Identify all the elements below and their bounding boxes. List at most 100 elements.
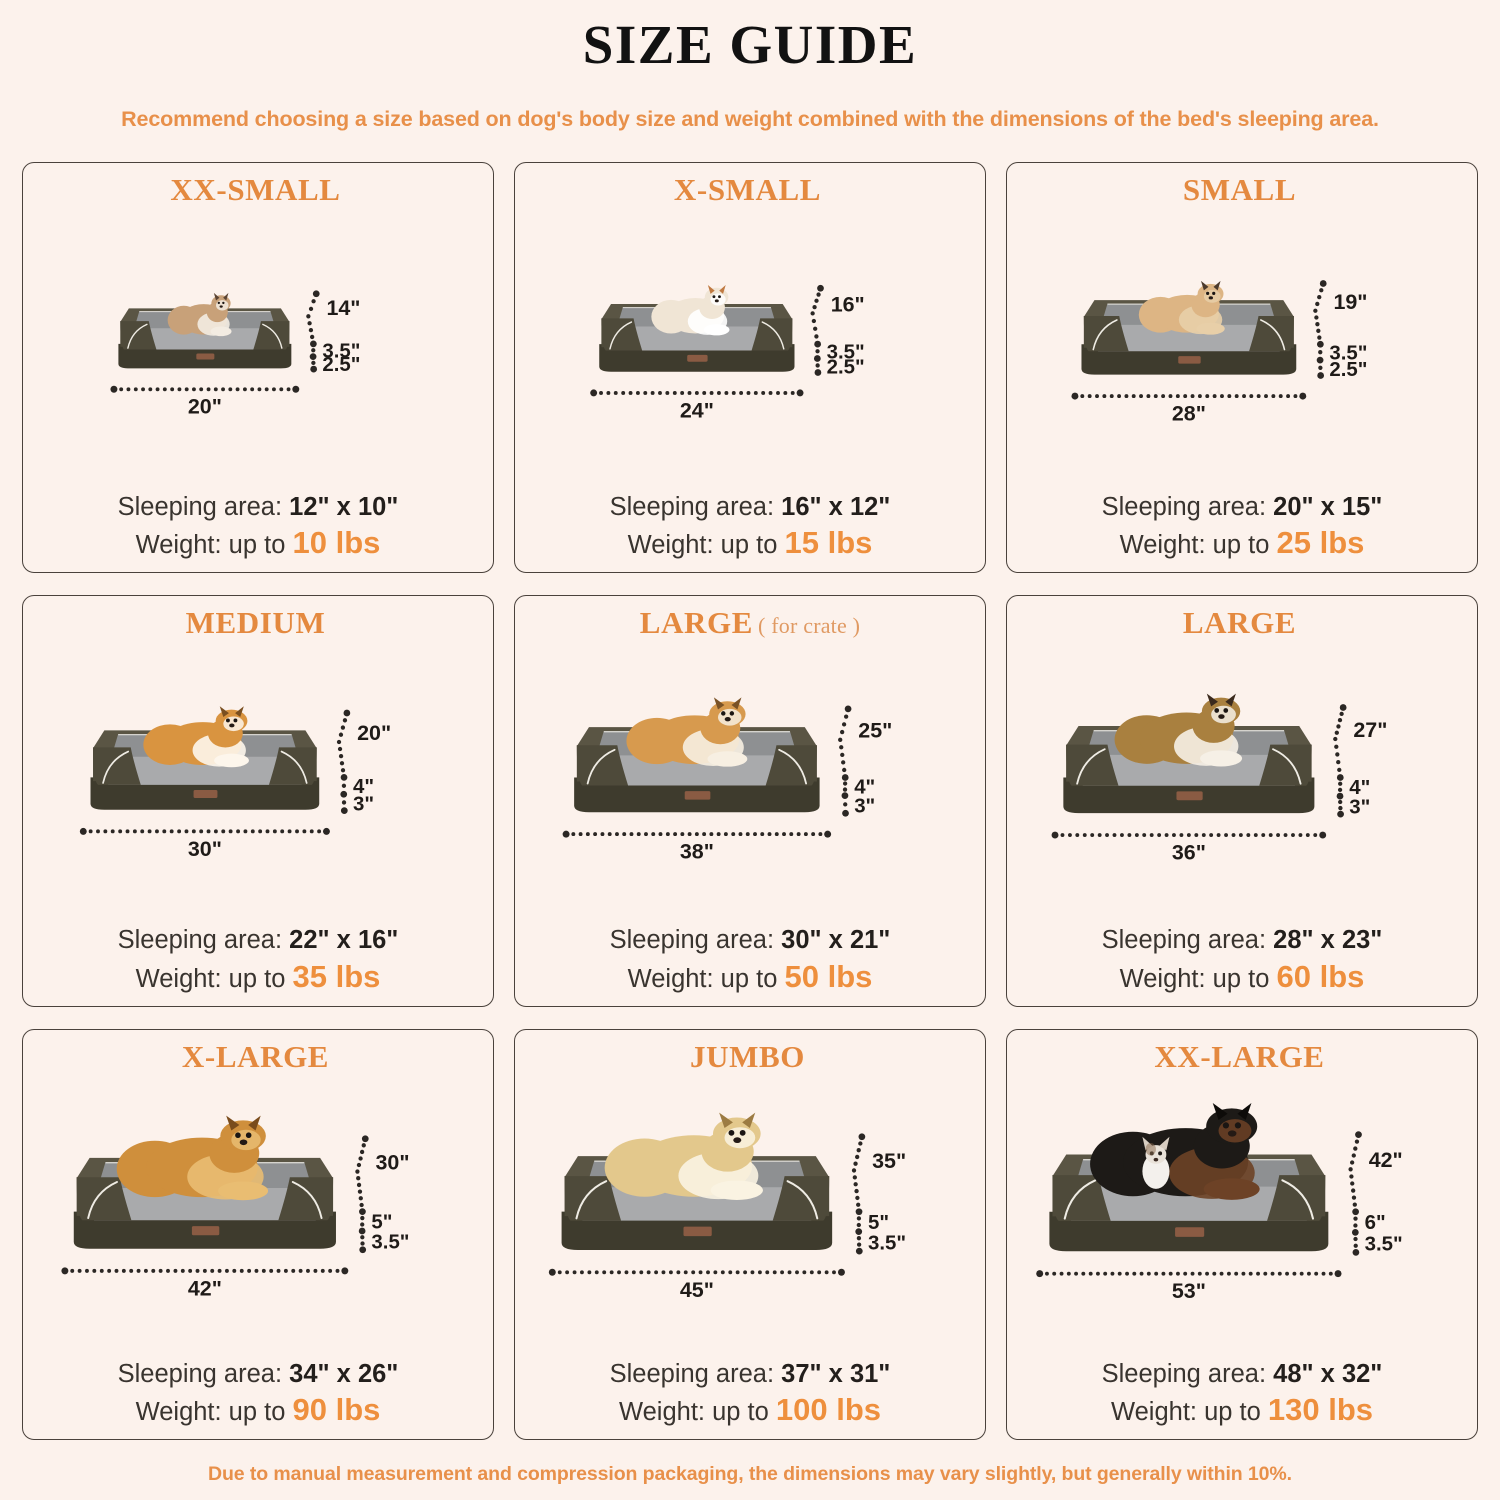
bed-diagram: 14" 3.5" 2.5" 20" (110, 290, 360, 419)
weight-label: Weight: up to (1119, 531, 1277, 560)
height-label-bolster: 4" (854, 777, 875, 799)
weight-line: Weight: up to 90 lbs (23, 1390, 493, 1429)
height-label-total: 20" (357, 721, 391, 745)
size-card-title-text: X-LARGE (181, 1038, 330, 1074)
pet-illustration (116, 1115, 269, 1200)
weight-line: Weight: up to 15 lbs (515, 523, 985, 562)
brand-tag-icon (684, 791, 711, 800)
sleeping-area-value: 37" x 31" (781, 1359, 891, 1388)
height-label-base: 3" (353, 794, 374, 816)
weight-line: Weight: up to 50 lbs (515, 957, 985, 996)
weight-value: 130 lbs (1267, 1391, 1373, 1427)
weight-line: Weight: up to 130 lbs (1007, 1390, 1477, 1429)
size-card-title: X-SMALL (674, 172, 826, 208)
brand-tag-icon (683, 1226, 712, 1236)
width-label: 45" (680, 1277, 714, 1301)
weight-value: 90 lbs (292, 1391, 381, 1427)
page-subtitle: Recommend choosing a size based on dog's… (121, 106, 1379, 131)
brand-tag-icon (191, 1225, 220, 1235)
weight-label: Weight: up to (135, 1397, 293, 1426)
sleeping-area-label: Sleeping area: (117, 926, 290, 955)
bed-diagram: 27" 4" 3" 36" (1051, 693, 1387, 865)
size-card[interactable]: JUMBO (514, 1028, 986, 1440)
height-label-bolster: 6" (1365, 1212, 1386, 1234)
size-card[interactable]: X-SMALL (514, 161, 986, 574)
bed-diagram: 42" 6" 3.5" 53" (1036, 1102, 1403, 1303)
size-card-title: SMALL (1183, 172, 1301, 208)
sleeping-area-label: Sleeping area: (1101, 926, 1274, 955)
width-label: 36" (1172, 841, 1206, 865)
weight-line: Weight: up to 35 lbs (23, 957, 493, 996)
size-card-illustration: 14" 3.5" 2.5" 20" (23, 208, 493, 491)
height-label-total: 35" (872, 1149, 906, 1173)
size-card-title: XX-SMALL (170, 172, 345, 208)
size-card-illustration: 20" 4" 3" 30" (23, 641, 493, 924)
size-card-specs: Sleeping area: 20" x 15" Weight: up to 2… (1007, 491, 1477, 572)
size-card-specs: Sleeping area: 30" x 21" Weight: up to 5… (515, 924, 985, 1005)
weight-line: Weight: up to 60 lbs (1007, 957, 1477, 996)
size-card-title: MEDIUM (186, 605, 331, 641)
brand-tag-icon (1175, 1226, 1205, 1237)
width-label: 42" (188, 1276, 222, 1300)
height-label-total: 27" (1353, 718, 1387, 742)
height-label-total: 42" (1369, 1148, 1403, 1172)
height-label-base: 2.5" (322, 354, 360, 376)
size-card-title-note (805, 1047, 810, 1072)
height-label-base: 3" (854, 796, 875, 818)
weight-value: 15 lbs (784, 525, 873, 561)
size-card[interactable]: XX-LARGE (1006, 1028, 1478, 1440)
height-label-base: 3.5" (371, 1231, 409, 1253)
bed-diagram: 20" 4" 3" 30" (79, 706, 391, 861)
height-label-base: 3.5" (868, 1232, 906, 1254)
height-label-base: 3.5" (1365, 1233, 1403, 1255)
pet-illustration (604, 1112, 763, 1200)
bed-diagram: 19" 3.5" 2.5" 28" (1071, 279, 1367, 425)
width-label: 53" (1172, 1279, 1206, 1303)
sleeping-area-line: Sleeping area: 37" x 31" (515, 1358, 985, 1390)
sleeping-area-label: Sleeping area: (117, 492, 290, 521)
size-card-illustration: 19" 3.5" 2.5" 28" (1007, 208, 1477, 491)
height-label-total: 19" (1333, 290, 1367, 314)
size-card-title-text: XX-LARGE (1154, 1038, 1325, 1074)
size-card-title-note: ( for crate ) (758, 613, 861, 639)
sleeping-area-line: Sleeping area: 22" x 16" (23, 924, 493, 956)
weight-label: Weight: up to (1111, 1397, 1268, 1426)
size-card[interactable]: XX-SMALL (22, 161, 494, 574)
pet-illustration (167, 292, 232, 336)
width-label: 20" (188, 395, 222, 419)
height-label-bolster: 5" (371, 1211, 392, 1233)
size-card[interactable]: MEDIUM (22, 595, 494, 1007)
weight-label: Weight: up to (135, 964, 293, 993)
sleeping-area-line: Sleeping area: 30" x 21" (515, 924, 985, 956)
height-label-bolster: 3.5" (322, 340, 360, 362)
height-label-base: 3" (1349, 796, 1370, 818)
weight-line: Weight: up to 100 lbs (515, 1390, 985, 1429)
size-card-specs: Sleeping area: 28" x 23" Weight: up to 6… (1007, 924, 1477, 1005)
size-card[interactable]: SMALL (1006, 161, 1478, 574)
height-label-total: 25" (858, 719, 892, 743)
bed-diagram: 25" 4" 3" 38" (562, 697, 892, 864)
size-card[interactable]: LARGE( for crate ) (514, 595, 986, 1007)
weight-label: Weight: up to (627, 531, 785, 560)
size-card-title: LARGE (1183, 605, 1301, 641)
height-label-bolster: 4" (1349, 777, 1370, 799)
size-card-title-text: SMALL (1182, 171, 1297, 207)
sleeping-area-value: 34" x 26" (289, 1359, 399, 1388)
size-card[interactable]: X-LARGE (22, 1028, 494, 1440)
sleeping-area-value: 12" x 10" (289, 492, 399, 521)
height-label-total: 14" (326, 296, 360, 320)
sleeping-area-label: Sleeping area: (609, 1359, 782, 1388)
size-card-title-text: X-SMALL (673, 171, 822, 207)
height-label-total: 30" (376, 1150, 410, 1174)
width-label: 24" (680, 398, 714, 422)
height-label-total: 16" (831, 292, 865, 316)
size-card-title: X-LARGE (182, 1039, 334, 1075)
sleeping-area-label: Sleeping area: (1101, 492, 1274, 521)
size-card-title: LARGE( for crate ) (640, 605, 860, 641)
sleeping-area-line: Sleeping area: 48" x 32" (1007, 1358, 1477, 1390)
size-card-illustration: 16" 3.5" 2.5" 24" (515, 208, 985, 491)
size-card[interactable]: LARGE (1006, 595, 1478, 1007)
height-label-bolster: 3.5" (827, 341, 865, 363)
size-card-illustration: 35" 5" 3.5" 45" (515, 1075, 985, 1358)
